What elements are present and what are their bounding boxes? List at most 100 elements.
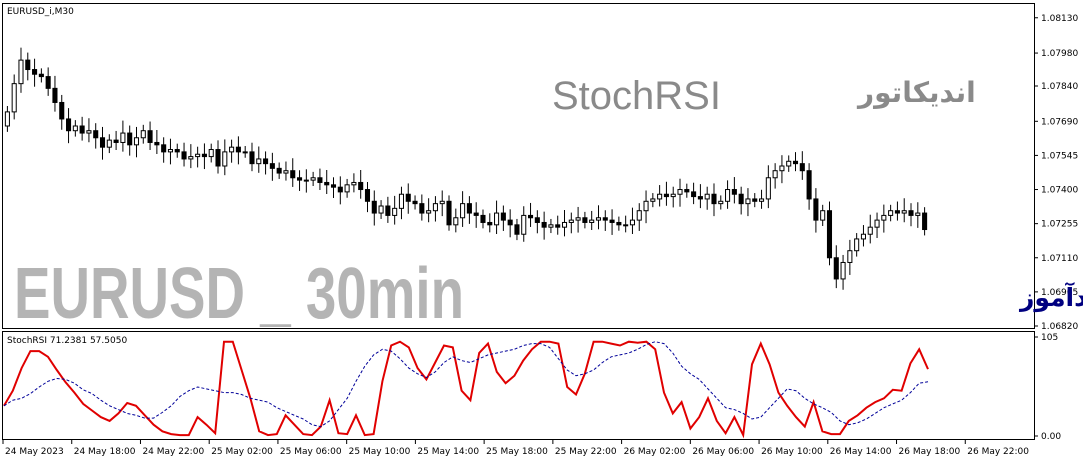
- candle-bullish: [432, 203, 438, 212]
- candle-bullish: [548, 224, 554, 228]
- candle-bearish: [276, 167, 282, 174]
- candle-bearish: [358, 181, 364, 191]
- candle-bullish: [718, 200, 724, 205]
- candle-bullish: [820, 210, 826, 221]
- candle-bearish: [337, 186, 343, 193]
- candle-bullish: [303, 179, 309, 182]
- candle-bullish: [140, 130, 146, 139]
- candle-bearish: [127, 132, 133, 146]
- time-tick-label: 26 May 02:00: [624, 447, 686, 457]
- candle-bearish: [826, 210, 833, 259]
- candle-bearish: [534, 217, 540, 223]
- candle-bullish: [195, 153, 201, 158]
- candle-bearish: [99, 137, 106, 148]
- price-tick-label: 1.08130: [1041, 14, 1078, 24]
- candle-bearish: [473, 212, 479, 216]
- price-tick-label: 1.06820: [1041, 322, 1078, 332]
- time-axis: 24 May 2023 24 May 18:00 24 May 22:00 25 Ma…: [2, 440, 1029, 457]
- candle-bearish: [269, 163, 275, 169]
- candle-bearish: [45, 76, 51, 89]
- candle-bearish: [38, 73, 44, 78]
- candle-bullish: [915, 212, 921, 216]
- candle-bearish: [528, 214, 534, 219]
- time-tick-label: 26 May 10:00: [761, 447, 823, 457]
- candle-bearish: [330, 184, 337, 188]
- candle-bearish: [908, 210, 914, 216]
- candle-bullish: [568, 219, 574, 223]
- candle-bearish: [691, 191, 697, 198]
- candle-bullish: [779, 165, 785, 172]
- candle-bullish: [901, 210, 907, 214]
- candle-bearish: [385, 205, 391, 216]
- candle-bullish: [11, 83, 17, 113]
- indicator-tick-label: 0.00: [1041, 432, 1061, 442]
- publish-note: انتشار در سایت سودآموز: [1018, 282, 1083, 313]
- candle-bearish: [582, 217, 588, 223]
- time-tick-label: 26 May 18:00: [899, 447, 961, 457]
- candle-bullish: [242, 151, 248, 154]
- candle-bearish: [507, 219, 513, 226]
- time-tick-label: 26 May 06:00: [692, 447, 754, 457]
- candle-bullish: [378, 205, 384, 214]
- candle-bearish: [297, 177, 303, 181]
- candle-bullish: [351, 181, 357, 186]
- candle-bullish: [208, 149, 214, 158]
- stochrsi-signal-line: [3, 341, 929, 428]
- candle-bullish: [120, 132, 126, 143]
- candle-bullish: [167, 149, 173, 153]
- candle-bullish: [874, 219, 880, 228]
- candle-bullish: [521, 214, 527, 235]
- candle-bearish: [500, 212, 506, 221]
- candle-bearish: [249, 151, 255, 165]
- candle-bearish: [324, 181, 330, 186]
- candle-bullish: [854, 238, 860, 252]
- price-tick-label: 1.07255: [1041, 220, 1078, 230]
- candle-bearish: [66, 118, 72, 132]
- candle-bearish: [466, 203, 472, 214]
- candle-bullish: [106, 139, 112, 148]
- candle-bearish: [711, 193, 717, 205]
- candle-bearish: [364, 189, 371, 202]
- candle-bullish: [745, 198, 751, 205]
- candle-bearish: [201, 153, 207, 158]
- price-tick-label: 1.07400: [1041, 186, 1078, 196]
- candle-bearish: [263, 158, 269, 165]
- candle-bearish: [32, 69, 38, 75]
- price-tick-label: 1.07545: [1041, 151, 1078, 161]
- time-tick-label: 25 May 18:00: [486, 447, 548, 457]
- candle-bearish: [555, 224, 561, 228]
- candle-bullish: [494, 212, 500, 226]
- candle-bearish: [752, 198, 758, 202]
- candle-bullish: [759, 198, 765, 202]
- candle-bullish: [765, 177, 771, 200]
- price-axis: 1.08130 1.07980 1.07840 1.07690 1.07545 1.074…: [1034, 14, 1078, 332]
- candle-bearish: [161, 144, 167, 153]
- candle-bullish: [344, 184, 350, 193]
- price-tick-label: 1.07980: [1041, 49, 1078, 59]
- candle-bearish: [154, 141, 160, 146]
- candle-bullish: [283, 170, 289, 174]
- time-tick-label: 24 May 2023: [5, 447, 64, 457]
- candle-bullish: [677, 189, 683, 195]
- candlestick-series: [4, 47, 928, 290]
- candle-bullish: [222, 151, 228, 167]
- candle-bullish: [86, 130, 92, 134]
- candle-bearish: [738, 193, 744, 205]
- candle-bearish: [79, 125, 85, 134]
- candle-bullish: [657, 193, 663, 200]
- candle-bearish: [663, 193, 669, 198]
- time-tick-label: 25 May 10:00: [349, 447, 411, 457]
- candle-bullish: [575, 217, 581, 221]
- candle-bullish: [888, 210, 894, 216]
- candle-bearish: [922, 212, 928, 231]
- stochrsi-main-line: [3, 340, 929, 439]
- candle-bearish: [174, 149, 180, 153]
- watermark: EURUSD _ 30min: [14, 254, 464, 334]
- candle-bullish: [188, 156, 194, 160]
- candle-bearish: [616, 221, 622, 226]
- candle-bearish: [731, 189, 737, 195]
- candle-bullish: [310, 177, 316, 181]
- candle-bullish: [847, 250, 853, 263]
